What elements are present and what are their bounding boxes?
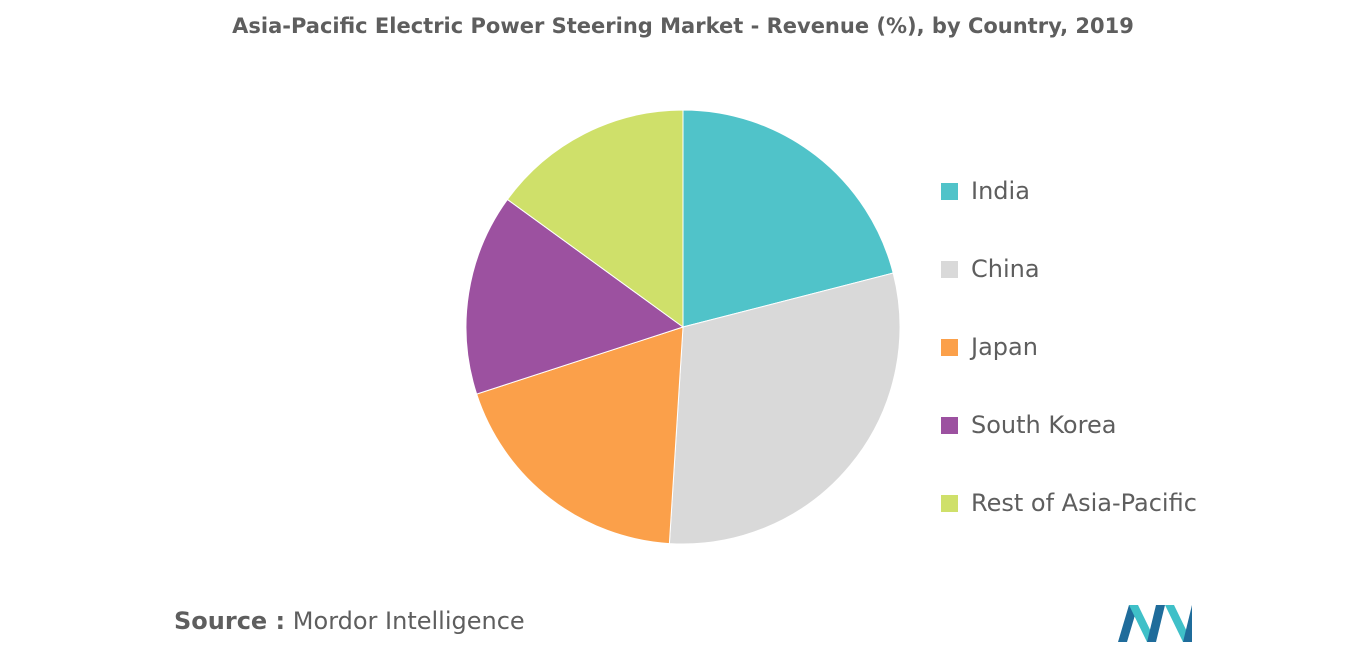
legend-swatch-rest-of-asia-pacific <box>941 494 958 512</box>
legend-label-india: India <box>971 177 1030 205</box>
pie-slice-india <box>682 109 894 328</box>
mordor-intelligence-logo-icon <box>1118 605 1192 642</box>
source-text: Mordor Intelligence <box>292 607 525 635</box>
pie-slice-south-korea <box>465 198 685 395</box>
pie-slice-china <box>668 272 901 545</box>
legend-swatch-japan <box>941 338 958 356</box>
legend-label-china: China <box>971 255 1040 283</box>
pie-slice-japan <box>475 326 684 545</box>
legend-swatch-south-korea <box>941 416 958 434</box>
legend-swatch-india <box>941 182 958 200</box>
legend-label-south-korea: South Korea <box>971 411 1117 439</box>
legend-swatch-china <box>941 260 958 278</box>
source-note: Source : Mordor Intelligence <box>174 607 525 635</box>
chart-legend: India China Japan South Korea Rest of Asia-P… <box>941 152 1197 542</box>
legend-label-japan: Japan <box>971 333 1038 361</box>
source-prefix: Source : <box>174 607 286 635</box>
legend-item-rest-of-asia-pacific: Rest of Asia-Pacific <box>941 464 1197 542</box>
pie-slice-rest-of-asia-pacific <box>506 109 684 328</box>
chart-title: Asia-Pacific Electric Power Steering Mar… <box>232 14 1134 38</box>
legend-label-rest-of-asia-pacific: Rest of Asia-Pacific <box>971 489 1197 517</box>
legend-item-japan: Japan <box>941 308 1197 386</box>
legend-item-south-korea: South Korea <box>941 386 1197 464</box>
legend-item-china: China <box>941 230 1197 308</box>
legend-item-india: India <box>941 152 1197 230</box>
pie-slices <box>465 109 901 545</box>
